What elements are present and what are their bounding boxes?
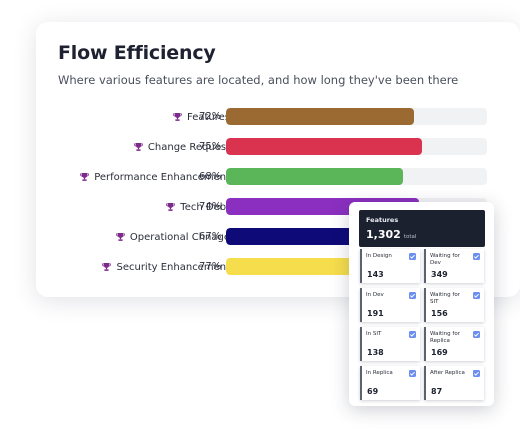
- status-tile[interactable]: In SIT 138: [360, 327, 420, 361]
- trophy-icon: [80, 172, 90, 181]
- tile-value: 87: [431, 387, 443, 396]
- bar-fill: [226, 138, 422, 155]
- tile-value: 191: [367, 309, 384, 318]
- panel-total-row: 1,302 total: [366, 228, 478, 241]
- panel-total-label: total: [403, 234, 417, 240]
- tile-label: In Dev: [366, 292, 384, 298]
- checkbox-checked-icon[interactable]: [409, 370, 416, 377]
- row-label-group: Performance Enhancement: [80, 169, 230, 185]
- checkbox-checked-icon[interactable]: [409, 292, 416, 299]
- row-label: Features: [187, 111, 230, 123]
- tile-label: Waiting for Replica: [430, 331, 460, 344]
- trophy-icon: [173, 112, 182, 121]
- tile-value: 143: [367, 270, 384, 279]
- bar-row: Features 72%: [36, 108, 520, 126]
- checkbox-checked-icon[interactable]: [473, 292, 480, 299]
- checkbox-checked-icon[interactable]: [473, 253, 480, 260]
- row-percentage: 72%: [199, 111, 222, 122]
- row-percentage: 68%: [199, 171, 222, 182]
- row-label: Security Enhancement: [116, 261, 230, 273]
- row-label: Change Request: [147, 141, 230, 153]
- tile-label: In Replica: [366, 370, 393, 376]
- row-label: Performance Enhancement: [94, 171, 230, 183]
- panel-header: Features 1,302 total: [359, 210, 485, 247]
- bar-track: [226, 138, 487, 155]
- tile-value: 138: [367, 348, 384, 357]
- tile-value: 69: [367, 387, 379, 396]
- panel-title: Features: [366, 216, 399, 224]
- tile-value: 169: [431, 348, 448, 357]
- status-tile[interactable]: Waiting for SIT 156: [424, 288, 484, 322]
- status-tile[interactable]: After Replica 87: [424, 366, 484, 400]
- row-label-group: Operational Chnage: [116, 229, 230, 245]
- trophy-icon: [102, 262, 112, 271]
- trophy-icon: [116, 232, 125, 241]
- row-percentage: 67%: [199, 231, 222, 242]
- bar-fill: [226, 108, 414, 125]
- card-title: Flow Efficiency: [58, 42, 216, 64]
- features-breakdown-panel: Features 1,302 total In Design 143 Waiting…: [349, 202, 494, 406]
- bar-row: Change Request 75%: [36, 138, 520, 156]
- flow-efficiency-card: Flow Efficiency Where various features a…: [36, 22, 520, 297]
- status-tile[interactable]: Waiting for Replica 169: [424, 327, 484, 361]
- tile-label: Waiting for Dev: [430, 253, 460, 266]
- card-subtitle: Where various features are located, and …: [58, 73, 459, 87]
- tile-label: In Design: [366, 253, 392, 259]
- row-percentage: 77%: [199, 261, 222, 272]
- row-percentage: 74%: [199, 201, 222, 212]
- status-tile[interactable]: In Design 143: [360, 249, 420, 283]
- tile-label: Waiting for SIT: [430, 292, 460, 305]
- row-label: Tech Debt: [180, 201, 230, 213]
- tile-label: After Replica: [430, 370, 465, 376]
- trophy-icon: [166, 202, 176, 211]
- row-label: Operational Chnage: [129, 231, 230, 243]
- trophy-icon: [134, 142, 143, 151]
- tile-value: 156: [431, 309, 448, 318]
- status-tile[interactable]: In Dev 191: [360, 288, 420, 322]
- bar-track: [226, 168, 487, 185]
- row-label-group: Security Enhancement: [102, 259, 230, 275]
- checkbox-checked-icon[interactable]: [409, 331, 416, 338]
- status-tile[interactable]: Waiting for Dev 349: [424, 249, 484, 283]
- bar-fill: [226, 168, 403, 185]
- checkbox-checked-icon[interactable]: [473, 370, 480, 377]
- checkbox-checked-icon[interactable]: [473, 331, 480, 338]
- row-percentage: 75%: [199, 141, 222, 152]
- row-label-group: Features: [173, 109, 230, 125]
- status-tile[interactable]: In Replica 69: [360, 366, 420, 400]
- row-label-group: Tech Debt: [166, 199, 230, 215]
- panel-total: 1,302: [366, 228, 401, 241]
- checkbox-checked-icon[interactable]: [409, 253, 416, 260]
- bar-track: [226, 108, 487, 125]
- tile-label: In SIT: [366, 331, 382, 337]
- bar-row: Performance Enhancement 68%: [36, 168, 520, 186]
- row-label-group: Change Request: [134, 139, 230, 155]
- tile-value: 349: [431, 270, 448, 279]
